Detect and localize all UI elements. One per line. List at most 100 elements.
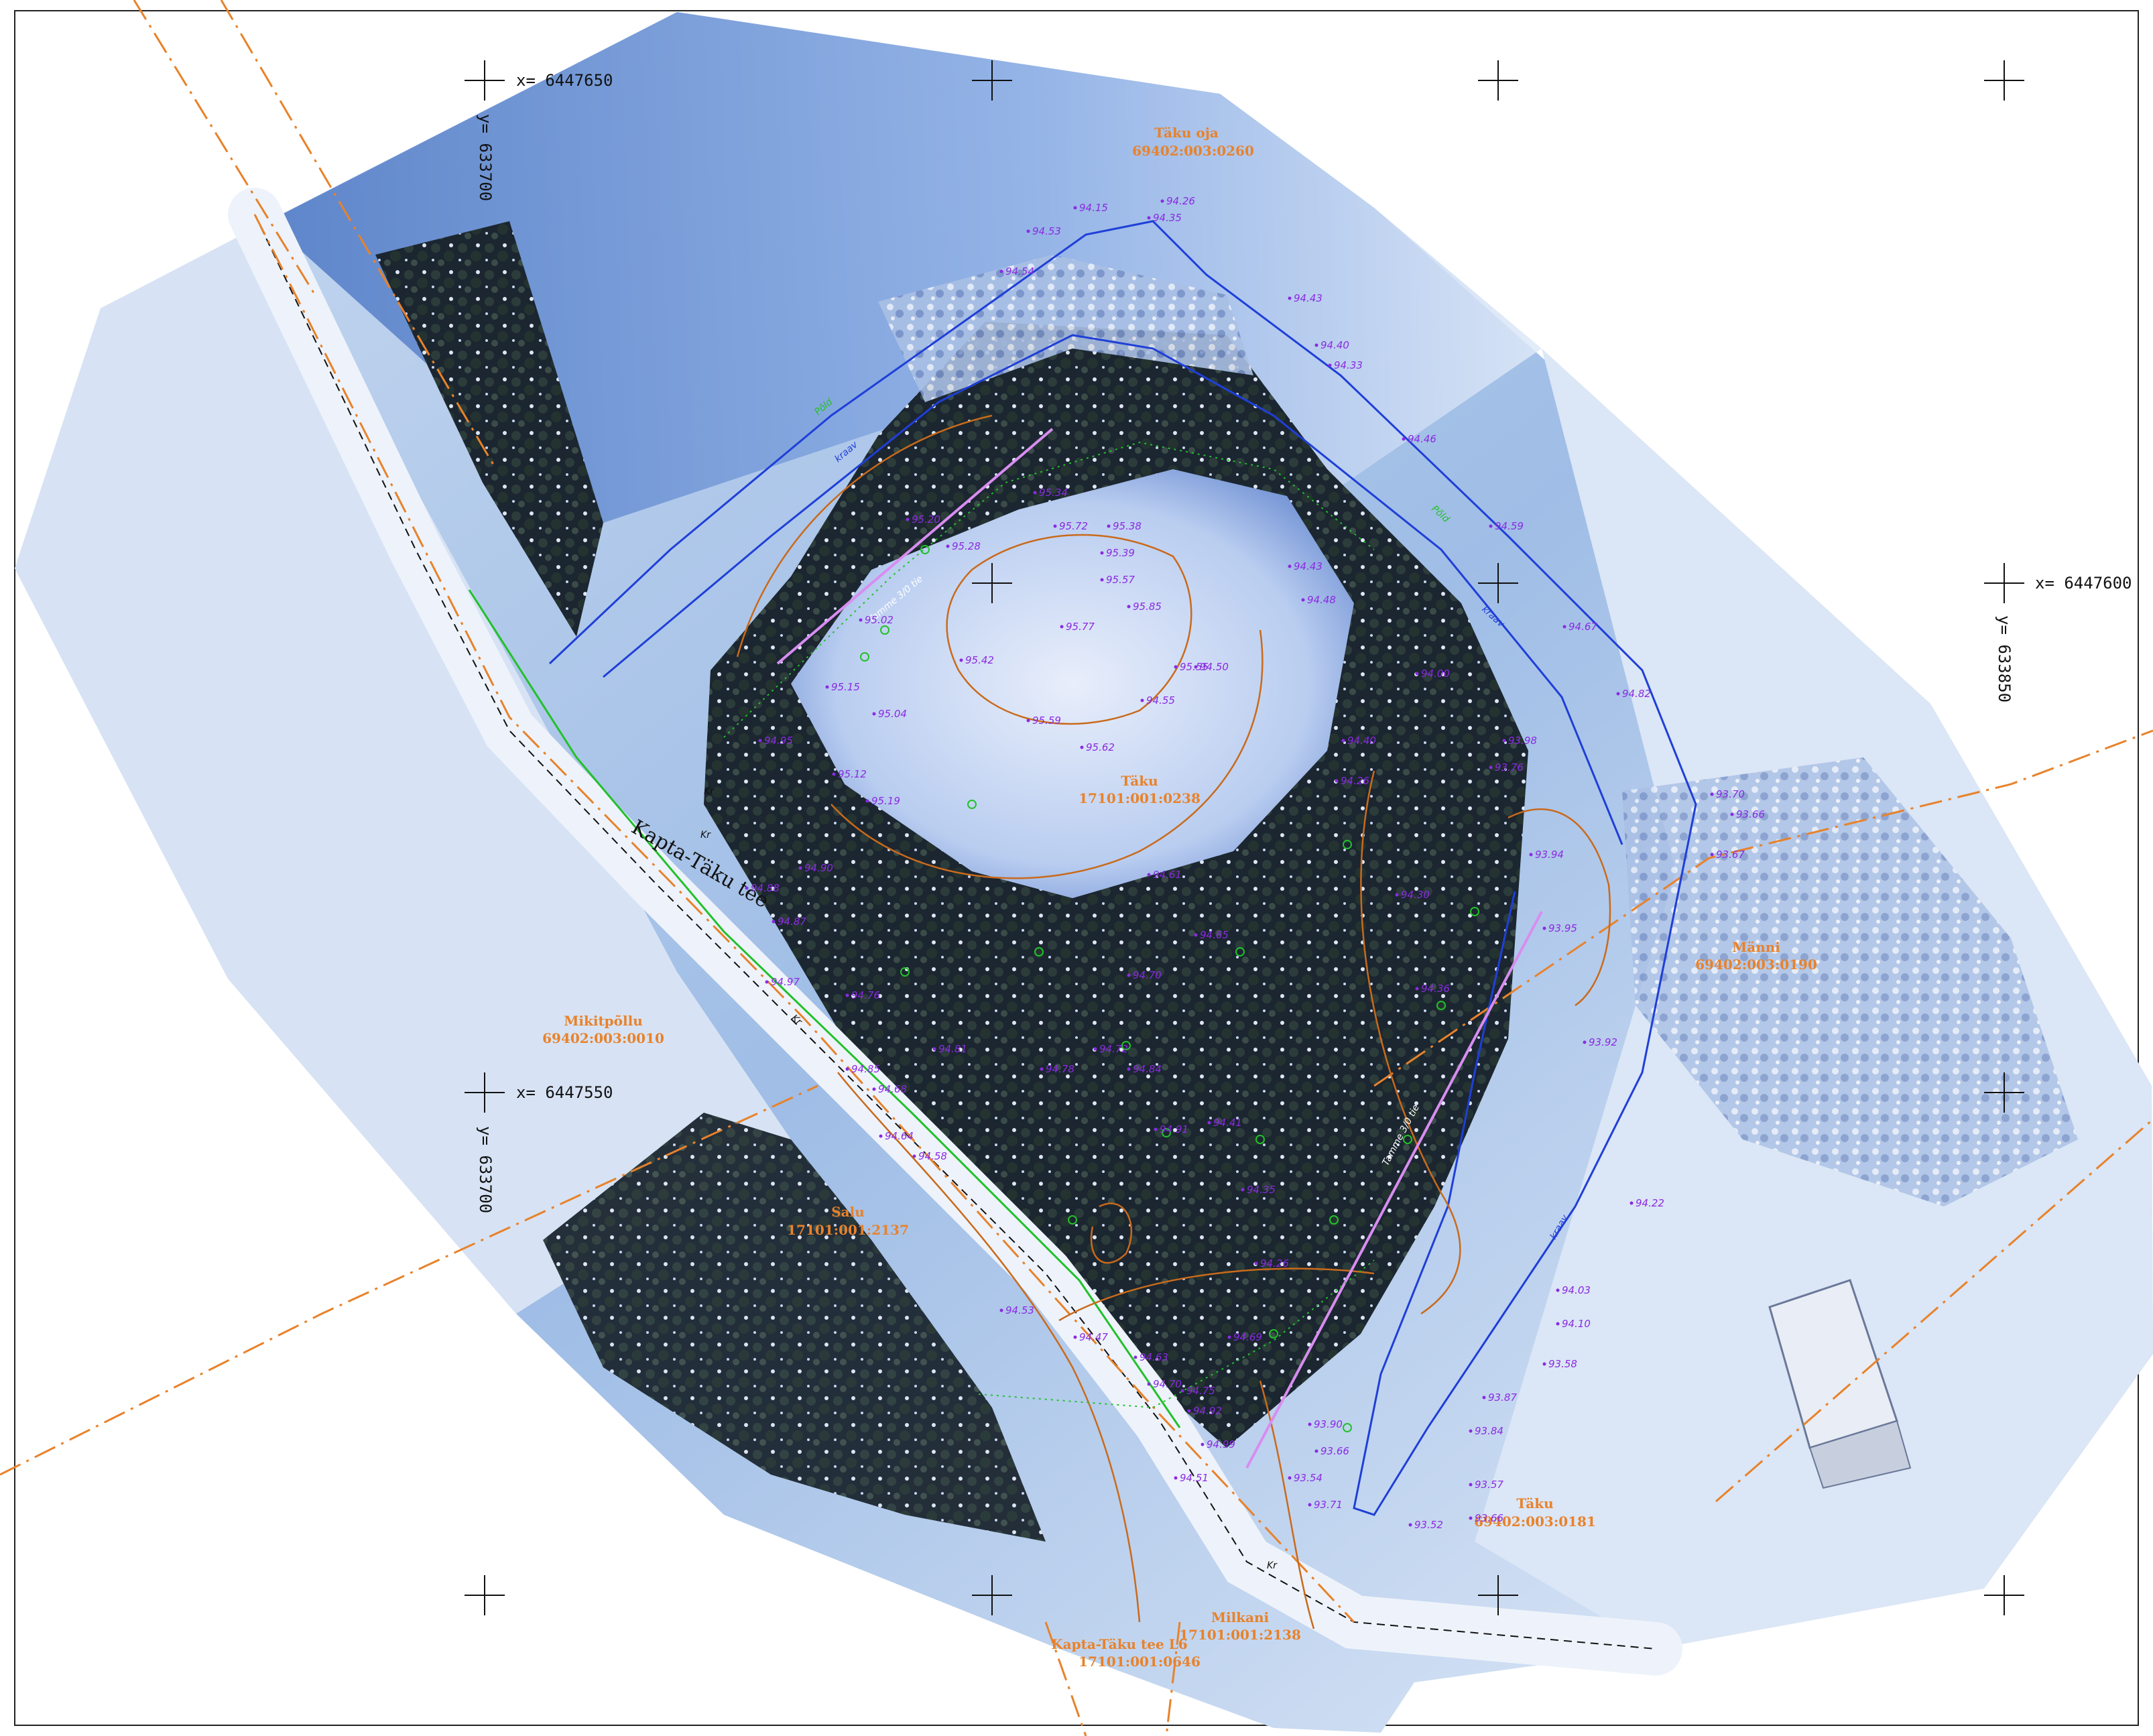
spot-height-label: 93.66 (1475, 1512, 1503, 1524)
spot-height-label: 94.87 (778, 916, 806, 928)
spot-height-point (872, 712, 876, 716)
spot-height-point (745, 886, 749, 890)
spot-height-point (1100, 578, 1104, 582)
parcel-name: Täku (1121, 773, 1158, 789)
spot-height-label: 95.15 (831, 681, 860, 693)
spot-height-label: 94.85 (851, 1063, 880, 1075)
spot-height-label: 93.92 (1589, 1036, 1617, 1048)
spot-height-label: 93.71 (1314, 1499, 1343, 1511)
forest-southwest (543, 1113, 1046, 1542)
coord-label-sw-x: x= 6447550 (516, 1083, 613, 1102)
spot-height-point (1254, 1261, 1258, 1265)
spot-height-label: 93.98 (1508, 735, 1537, 747)
spot-height-point (1408, 1523, 1412, 1527)
spot-height-label: 94.82 (1622, 688, 1651, 700)
spot-height-point (1335, 779, 1339, 783)
spot-height-label: 94.99 (1207, 1438, 1235, 1450)
spot-height-label: 93.87 (1488, 1391, 1517, 1404)
spot-height-label: 95.28 (952, 540, 981, 552)
spot-height-label: 94.53 (1005, 1304, 1034, 1316)
spot-height-point (906, 517, 910, 521)
spot-height-point (1147, 1382, 1151, 1386)
spot-height-point (1033, 491, 1037, 495)
spot-height-point (999, 269, 1003, 273)
spot-height-label: 94.47 (1079, 1331, 1108, 1343)
spot-height-label: 95.19 (871, 795, 900, 807)
spot-height-point (1616, 692, 1620, 696)
spot-heights: 94.15 94.26 94.35 94.53 94.54 94.43 94.40 94.33… (745, 195, 1765, 1531)
spot-height-label: 94.26 (1166, 195, 1195, 207)
spot-height-point (1469, 1429, 1473, 1433)
spot-height-label: 95.12 (838, 768, 867, 780)
tree-belt-west (375, 221, 603, 637)
spot-height-label: 94.72 (1099, 1043, 1128, 1055)
spot-height-point (1187, 1409, 1191, 1413)
road-code-label: Kr (700, 830, 711, 841)
spot-height-point (1140, 698, 1144, 702)
parcel-name: Salu (831, 1204, 865, 1220)
spot-height-label: 93.84 (1475, 1425, 1503, 1437)
spot-height-point (1073, 206, 1077, 210)
spot-height-label: 94.64 (885, 1130, 914, 1142)
contour-lines (736, 414, 1611, 1629)
spot-height-label: 93.66 (1320, 1445, 1349, 1457)
spot-height-label: 94.78 (1046, 1063, 1074, 1075)
spot-height-label: 94.84 (1133, 1063, 1162, 1075)
spot-height-point (1583, 1040, 1587, 1044)
spot-height-point (765, 980, 769, 984)
spot-height-point (1100, 551, 1104, 555)
spot-height-label: 94.40 (1320, 339, 1349, 351)
grid-crosses (465, 60, 2024, 1615)
spot-height-point (1314, 343, 1318, 347)
spot-height-label: 95.85 (1133, 601, 1162, 613)
spot-height-label: 94.75 (1186, 1385, 1215, 1397)
tree-lines (776, 428, 1543, 1469)
shrub-east (1622, 757, 2078, 1206)
spot-height-label: 95.62 (1086, 741, 1115, 753)
spot-height-label: 94.15 (1079, 202, 1108, 214)
spot-height-point (859, 618, 863, 622)
spot-height-point (1053, 524, 1057, 528)
spot-height-label: 94.97 (771, 976, 800, 988)
parcel-id: 17101:001:0238 (1079, 790, 1201, 806)
spot-height-label: 94.90 (804, 862, 833, 874)
spot-height-label: 94.26 (1341, 775, 1369, 787)
spot-height-point (825, 685, 829, 689)
spot-height-point (946, 544, 950, 548)
spot-height-point (1301, 598, 1305, 602)
spot-height-point (1710, 853, 1714, 857)
spot-height-point (1529, 853, 1533, 857)
spot-height-point (1127, 973, 1131, 977)
field-edge-dots (723, 441, 1375, 1409)
spot-height-point (1154, 1127, 1158, 1131)
spot-height-label: 95.55 (1180, 661, 1209, 673)
spot-height-point (1194, 933, 1198, 937)
coord-label-e-y: y= 633850 (1995, 615, 2014, 702)
spot-height-point (1314, 1449, 1318, 1453)
spot-height-label: 93.95 (1548, 922, 1577, 934)
spot-height-point (845, 993, 849, 997)
spot-height-point (912, 1154, 916, 1158)
parcel-name: Täku oja (1154, 125, 1219, 141)
spot-height-point (1288, 1476, 1292, 1480)
spot-height-label: 95.34 (1039, 487, 1068, 499)
spot-height-label: 93.54 (1294, 1472, 1322, 1484)
spot-height-point (932, 1047, 936, 1051)
snow-field-west (15, 221, 791, 1314)
coord-label-nw-x: x= 6447650 (516, 71, 613, 90)
spot-height-point (1093, 1047, 1097, 1051)
spot-height-point (1241, 1188, 1245, 1192)
spot-height-label: 95.02 (865, 614, 894, 626)
spot-height-label: 94.67 (1568, 621, 1597, 633)
spot-height-label: 94.03 (1562, 1284, 1591, 1296)
spot-height-point (1026, 229, 1030, 233)
spot-height-point (1040, 1067, 1044, 1071)
spot-height-point (1415, 672, 1419, 676)
spot-height-label: 95.04 (878, 708, 907, 720)
parcel-id: 17101:001:2138 (1179, 1627, 1301, 1643)
spot-height-label: 94.43 (1294, 292, 1322, 304)
parcel-id: 69402:003:0181 (1474, 1513, 1596, 1530)
parcel-id: 69402:003:0260 (1132, 143, 1254, 159)
spot-height-label: 95.59 (1032, 715, 1061, 727)
